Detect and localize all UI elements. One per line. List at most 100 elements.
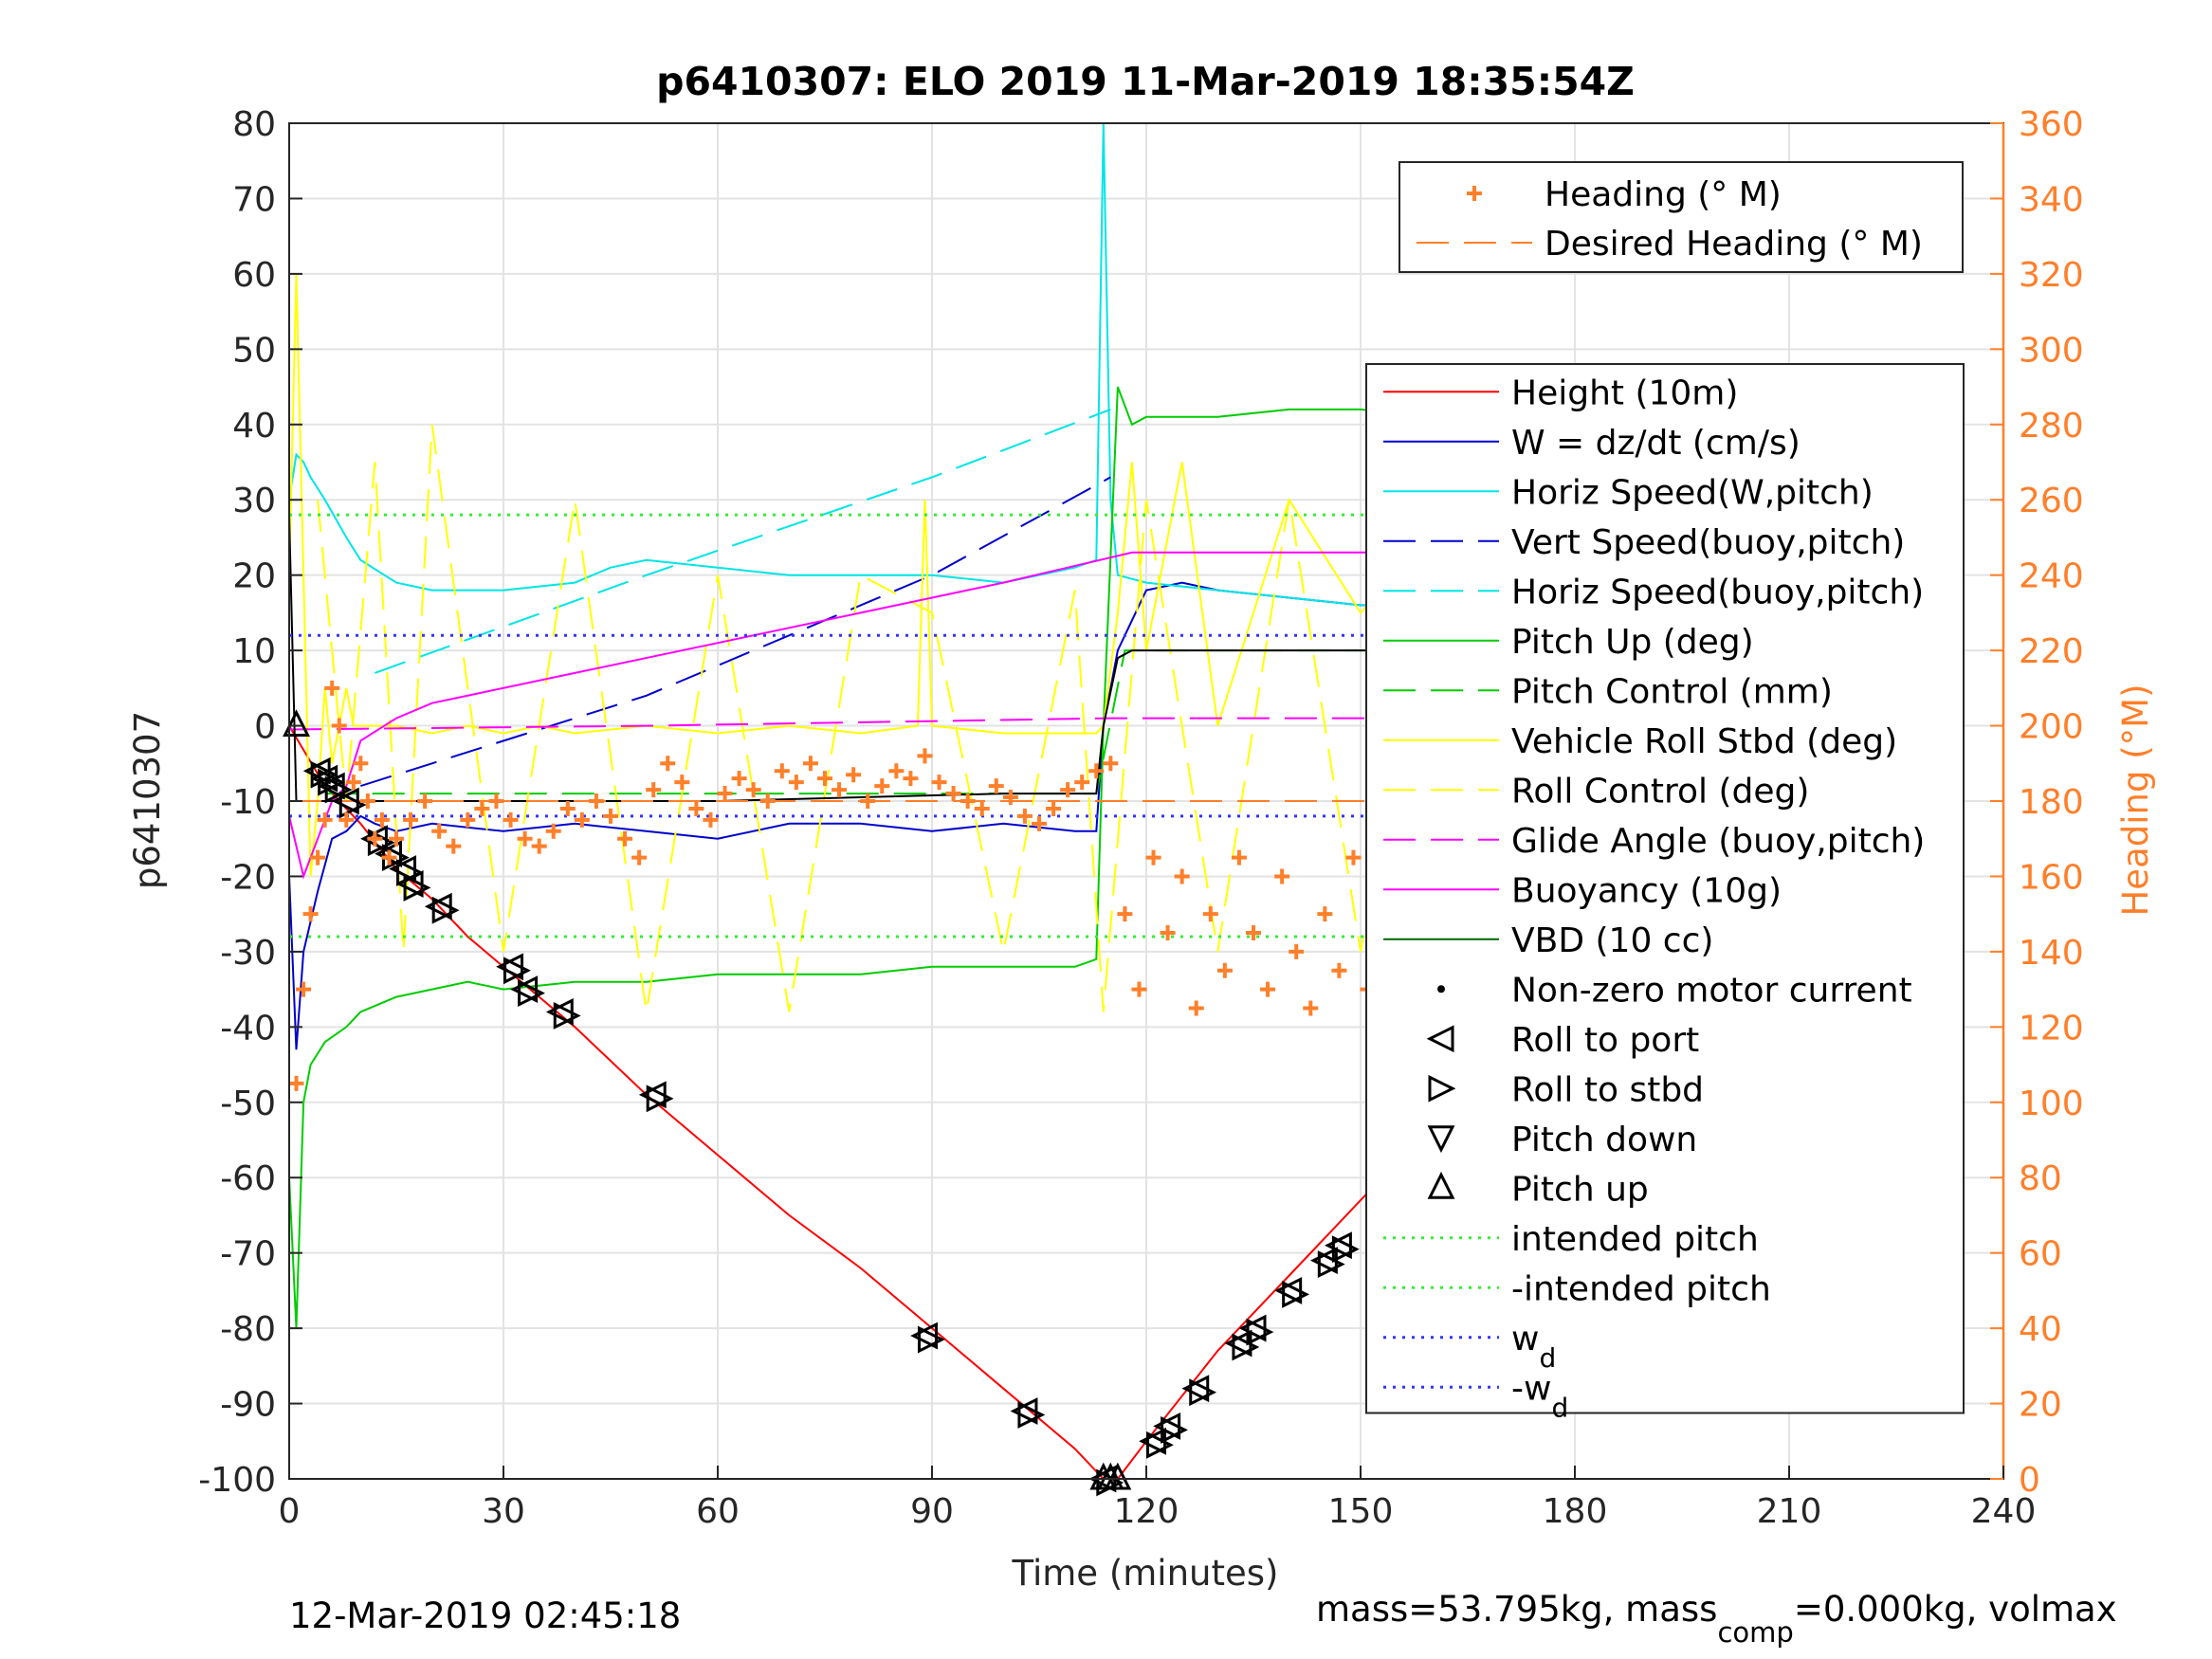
- series-point: [903, 771, 919, 787]
- y-tick-label: -80: [220, 1310, 276, 1349]
- y-tick-label: -20: [220, 858, 276, 897]
- series-point: [389, 830, 404, 847]
- series-point: [288, 1075, 304, 1091]
- series-point: [374, 811, 390, 828]
- series-point: [717, 786, 733, 802]
- right-y-tick-label: 60: [2019, 1235, 2062, 1274]
- series-point: [545, 823, 561, 839]
- series-point: [310, 849, 326, 866]
- series-point: [974, 800, 990, 816]
- series-point: [688, 800, 704, 816]
- legend-label: Horiz Speed(W,pitch): [1511, 473, 1874, 512]
- legend-main: Height (10m) W = dz/dt (cm/s) Horiz Speed(…: [1365, 363, 1965, 1423]
- legend-label: Roll Control (deg): [1511, 772, 1809, 811]
- series-point: [403, 811, 419, 828]
- series-point: [574, 811, 590, 828]
- y-tick-label: -40: [220, 1009, 276, 1048]
- series-point: [1317, 1250, 1345, 1279]
- series-point: [324, 775, 353, 804]
- legend-label: Vert Speed(buoy,pitch): [1511, 523, 1905, 562]
- right-y-tick-label: 200: [2019, 708, 2084, 747]
- series-point: [324, 680, 340, 696]
- right-y-tick-label: 300: [2019, 331, 2084, 370]
- legend-label: Horiz Speed(buoy,pitch): [1511, 573, 1924, 611]
- series-point: [1331, 1235, 1360, 1264]
- y-tick-label: 40: [232, 407, 276, 446]
- right-y-tick-label: 40: [2019, 1310, 2062, 1349]
- series-point: [431, 823, 448, 839]
- series-point: [646, 1085, 674, 1113]
- y-tick-label: -100: [198, 1461, 276, 1500]
- legend-label: Heading (° M): [1545, 175, 1782, 214]
- footer-mass-info: mass=53.795kg, masscomp=0.000kg, volmax: [1316, 1589, 2117, 1649]
- series-point: [317, 811, 333, 828]
- series-point: [988, 778, 1004, 794]
- legend-label: intended pitch: [1511, 1220, 1759, 1259]
- series-point: [788, 775, 804, 791]
- right-y-tick-label: 340: [2019, 180, 2084, 219]
- series-point: [553, 1002, 581, 1030]
- legend-label: Height (10m): [1511, 374, 1738, 412]
- series-point: [759, 793, 776, 809]
- series-point: [1016, 808, 1033, 824]
- x-axis-ticks: 0 30 60 90 120 150 180 210 240: [279, 1466, 2036, 1531]
- y-axis-ticks: -100-90-80-70-60-50-40-30-20-10010203040…: [198, 105, 302, 1500]
- series-point: [1131, 981, 1147, 997]
- series-point: [318, 768, 346, 796]
- series-point: [1246, 925, 1261, 941]
- series-point: [338, 811, 355, 828]
- series-line: [288, 717, 1918, 731]
- series-point: [310, 760, 338, 789]
- right-y-tick-label: 100: [2019, 1085, 2084, 1123]
- legend-box: [1398, 161, 1964, 273]
- footer-mass-suffix: =0.000kg, volmax: [1794, 1589, 2117, 1630]
- series-point: [731, 771, 747, 787]
- series-point: [617, 830, 633, 847]
- series-point: [1274, 868, 1290, 884]
- series-point: [1002, 790, 1018, 806]
- legend-label-sub: d: [1539, 1342, 1556, 1374]
- series-point: [1046, 800, 1062, 816]
- series-point: [559, 800, 576, 816]
- series-point: [631, 849, 648, 866]
- y-tick-label: -10: [220, 783, 276, 822]
- right-y-axis-ticks: 0 20 40 60 80 100 120 140 160 180 200 220 240 260 280 3…: [1990, 105, 2084, 1500]
- series-point: [359, 793, 375, 809]
- legend-label: Roll to stbd: [1511, 1070, 1704, 1109]
- y-tick-label: -60: [220, 1159, 276, 1198]
- y-tick-label: 20: [232, 557, 276, 596]
- x-tick-label: 90: [910, 1492, 954, 1531]
- series-point: [1060, 782, 1076, 798]
- y-tick-label: 50: [232, 331, 276, 370]
- series-point: [917, 1325, 945, 1354]
- series-point: [1202, 906, 1218, 922]
- series-point: [1174, 868, 1190, 884]
- series-point: [1189, 1378, 1217, 1407]
- series-point: [488, 793, 504, 809]
- legend-label: Pitch Control (mm): [1511, 672, 1833, 711]
- series-point: [345, 775, 361, 791]
- series-point: [745, 782, 761, 798]
- x-tick-label: 0: [279, 1492, 301, 1531]
- legend-label: VBD (10 cc): [1511, 921, 1713, 960]
- series-point: [517, 830, 533, 847]
- legend-label: Glide Angle (buoy,pitch): [1511, 822, 1925, 861]
- series-point: [531, 838, 547, 854]
- footer-timestamp: 12-Mar-2019 02:45:18: [289, 1595, 681, 1636]
- series-point: [774, 763, 790, 779]
- chart-title: p6410307: ELO 2019 11-Mar-2019 18:35:54Z: [656, 59, 1635, 104]
- right-y-tick-label: 360: [2019, 105, 2084, 144]
- series-point: [1317, 906, 1333, 922]
- y-tick-label: 70: [232, 180, 276, 219]
- series-point: [403, 873, 431, 902]
- legend-label: Desired Heading (° M): [1545, 225, 1923, 264]
- right-y-tick-label: 320: [2019, 256, 2084, 295]
- x-tick-label: 210: [1757, 1492, 1822, 1531]
- series-point: [1246, 1318, 1274, 1346]
- y-tick-label: 80: [232, 105, 276, 144]
- series-point: [1289, 943, 1305, 959]
- right-y-tick-label: 160: [2019, 858, 2084, 897]
- legend-label: -intended pitch: [1511, 1269, 1771, 1308]
- legend-label: W = dz/dt (cm/s): [1511, 424, 1801, 463]
- series-point: [1096, 1468, 1124, 1497]
